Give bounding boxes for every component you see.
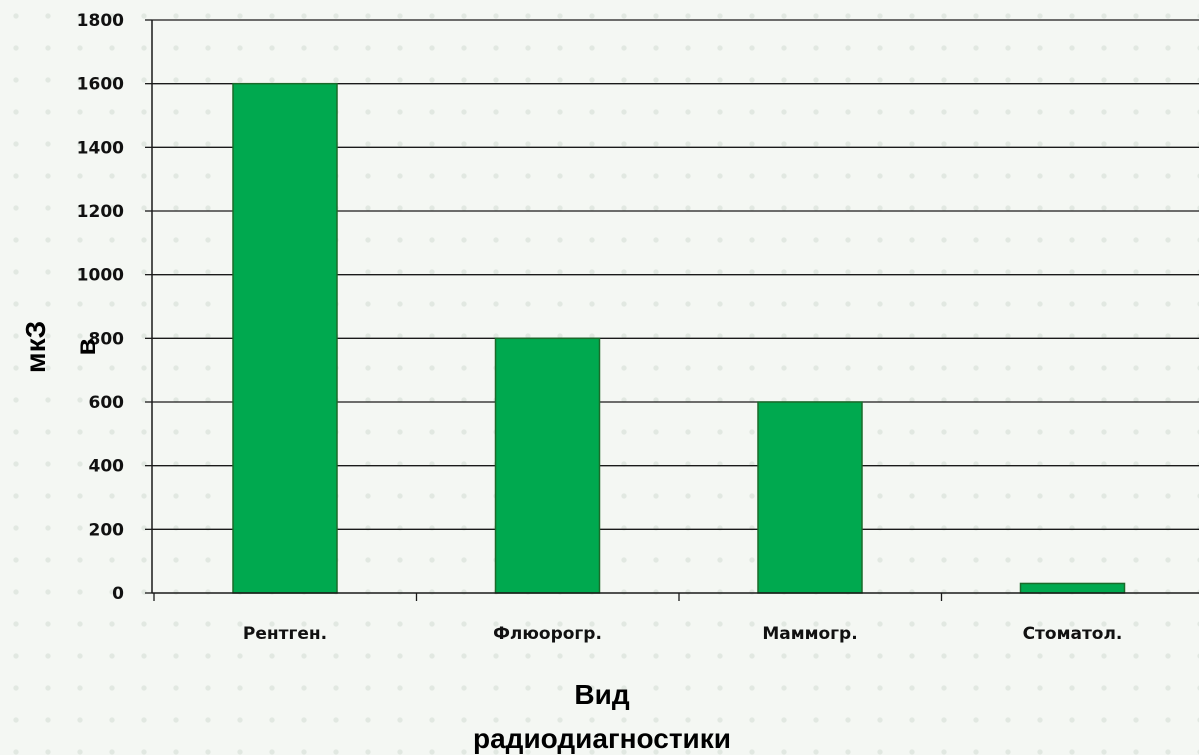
y-tick-label: 1200 — [77, 202, 124, 222]
bar — [494, 337, 601, 594]
bars — [232, 82, 1126, 594]
x-tick-label: Маммогр. — [762, 624, 857, 644]
x-axis-label-line-2: радиодиагностики — [473, 723, 731, 754]
x-tick-label: Рентген. — [243, 624, 327, 644]
y-axis-label-line-1: мкЗ — [20, 321, 51, 373]
x-tick-labels: Рентген. Флюорогр. Маммогр. Стоматол. — [243, 624, 1123, 644]
y-tick-label: 1400 — [77, 138, 124, 158]
bar — [232, 82, 338, 594]
y-tick-label: 200 — [89, 520, 125, 540]
y-axis-label-line-2: в — [70, 338, 101, 355]
axes — [145, 19, 1199, 601]
y-tick-label: 800 — [89, 329, 125, 349]
y-tick-label: 1600 — [77, 75, 124, 95]
bar — [757, 401, 863, 594]
x-tick-label: Стоматол. — [1023, 624, 1123, 644]
y-tick-label: 1800 — [77, 11, 124, 31]
x-axis-label-line-1: Вид — [574, 679, 629, 710]
y-tick-label: 1000 — [77, 266, 124, 286]
y-tick-label: 0 — [112, 584, 124, 604]
y-tick-labels: 0 200 400 600 800 1000 1200 1400 1600 1800 — [77, 11, 124, 604]
bar — [1019, 582, 1126, 594]
x-tick-label: Флюорогр. — [493, 624, 602, 644]
y-tick-label: 400 — [89, 457, 125, 477]
y-tick-label: 600 — [89, 393, 125, 413]
